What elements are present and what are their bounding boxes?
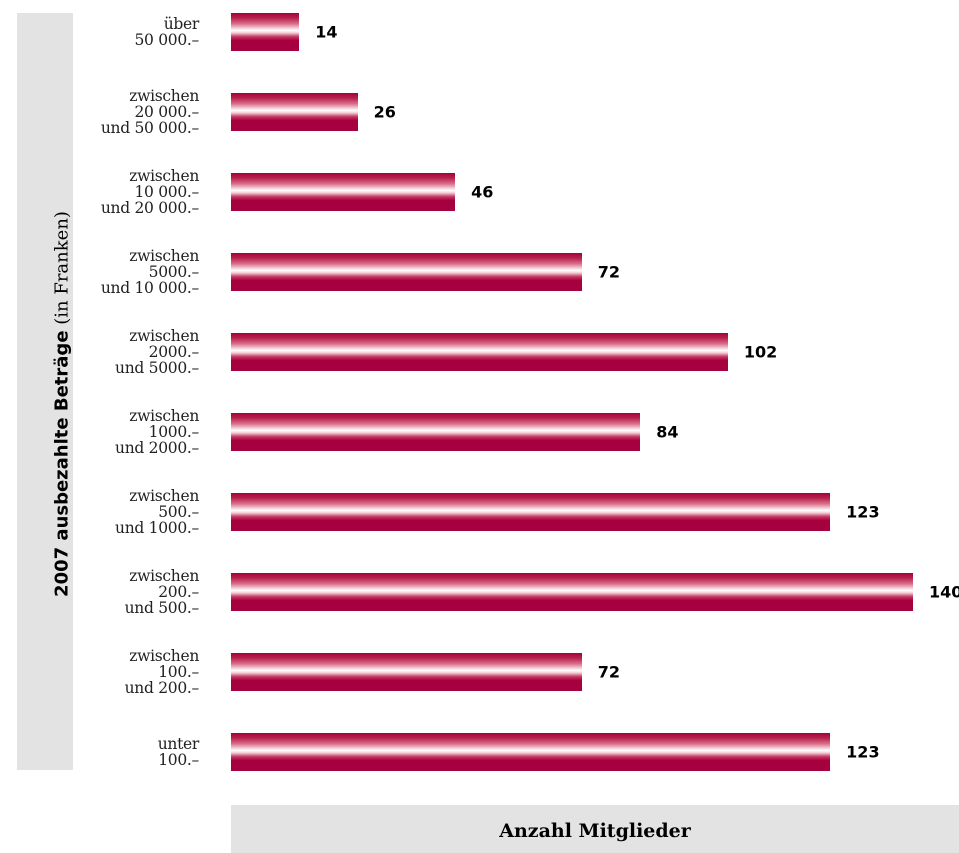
category-label-line: und 2000.– [115, 439, 199, 457]
category-label-line: zwischen [129, 567, 199, 585]
category-label-line: 20 000.– [134, 103, 199, 121]
category-label-line: und 1000.– [115, 519, 199, 537]
category-label: zwischen 500.– und 1000.– [115, 488, 199, 536]
x-axis-label-panel: Anzahl Mitglieder [231, 805, 959, 853]
bar [231, 653, 582, 691]
category-label-line: und 50 000.– [100, 119, 199, 137]
bar [231, 173, 456, 211]
y-axis-label: 2007 ausbezahlte Beträge (in Franken) [52, 211, 73, 597]
bar [231, 333, 728, 371]
category-label-line: zwischen [129, 87, 199, 105]
category-label-line: 200.– [158, 583, 199, 601]
category-label-line: unter [157, 735, 200, 753]
category-label: zwischen 200.– und 500.– [124, 567, 200, 617]
y-axis-label-bold: 2007 ausbezahlte Beträge [51, 330, 73, 597]
x-axis-label: Anzahl Mitglieder [499, 820, 691, 842]
data-label: 72 [597, 662, 620, 682]
category-label-line: und 10 000.– [100, 279, 199, 297]
category-label-line: zwischen [129, 407, 199, 425]
category-label: zwischen 5000.– und 10 000.– [101, 248, 199, 296]
data-label: 72 [597, 262, 620, 282]
category-label: zwischen 20 000.– und 50 000.– [101, 88, 199, 136]
category-label-line: 10 000.– [134, 183, 199, 201]
bar [231, 733, 831, 771]
data-label: 26 [373, 102, 396, 122]
data-label: 123 [846, 742, 880, 762]
category-label-line: zwischen [129, 167, 199, 185]
bar [231, 13, 300, 51]
category-label-line: 100.– [158, 663, 199, 681]
category-label-line: zwischen [129, 487, 199, 505]
category-label-line: und 500.– [124, 599, 200, 617]
category-label-line: 2000.– [148, 343, 200, 361]
data-label: 140 [929, 582, 959, 602]
category-label-line: zwischen [129, 647, 199, 665]
category-label-line: 500.– [158, 503, 199, 521]
category-label-line: 1000.– [148, 423, 200, 441]
category-label: unter 100.– [157, 735, 200, 769]
category-label-line: und 20 000.– [100, 199, 199, 217]
category-label-line: zwischen [129, 327, 199, 345]
category-label-line: über [163, 15, 200, 33]
y-axis-label-panel: 2007 ausbezahlte Beträge (in Franken) [17, 13, 73, 770]
category-label-line: 50 000.– [134, 31, 199, 49]
data-label: 46 [471, 182, 494, 202]
category-label-line: zwischen [129, 247, 199, 265]
bar [231, 413, 641, 451]
data-label: 102 [743, 342, 778, 362]
category-label-line: und 200.– [124, 679, 200, 697]
category-label: zwischen 100.– und 200.– [124, 647, 200, 697]
category-label-line: 5000.– [148, 263, 200, 281]
category-label: zwischen 10 000.– und 20 000.– [101, 168, 199, 216]
category-label-line: 100.– [158, 751, 199, 769]
data-label: 14 [315, 22, 338, 42]
category-label: zwischen 2000.– und 5000.– [115, 328, 199, 376]
data-label: 84 [656, 422, 679, 442]
category-label: über 50 000.– [134, 16, 199, 48]
bar [231, 493, 831, 531]
data-label: 123 [846, 502, 880, 522]
bar [231, 93, 358, 131]
y-axis-label-unit: (in Franken) [51, 211, 73, 331]
bar [231, 253, 582, 291]
bar [231, 573, 913, 611]
category-label-line: und 5000.– [115, 359, 199, 377]
category-label: zwischen 1000.– und 2000.– [115, 408, 199, 456]
